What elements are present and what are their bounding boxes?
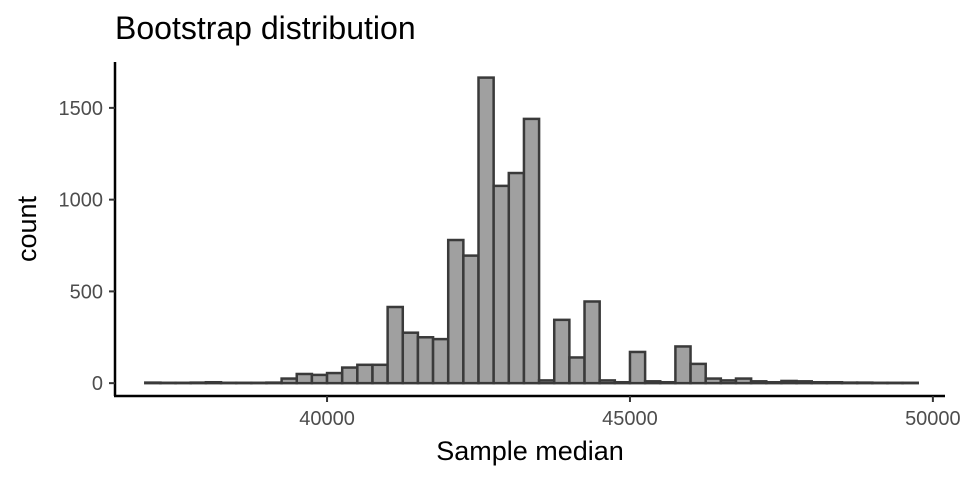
histogram-bar [507,171,526,385]
histogram-bar [855,381,874,385]
histogram-bar [795,380,813,385]
histogram-bar [643,380,662,385]
y-tick-label: 1000 [59,190,104,212]
histogram-bar [280,377,299,385]
histogram-bar [462,254,480,385]
histogram-bar [431,337,450,385]
histogram-bar [598,379,617,385]
histogram-bar [568,356,586,385]
histogram-bar [583,300,601,385]
histogram-bar [477,76,495,385]
histogram-bar [780,379,798,385]
histogram-bar [537,379,556,385]
histogram-bar [144,381,162,385]
histogram-bar [386,305,405,385]
y-axis-title: count [12,195,42,262]
histogram-bar [689,362,707,385]
histogram-bar [674,345,692,385]
histogram-bar [628,350,647,385]
histogram-bar [749,380,768,385]
histogram-bar [613,380,632,385]
histogram-bar [704,377,723,385]
histogram-bar [340,366,359,385]
histogram-bar [416,336,435,385]
x-tick-label: 50000 [905,408,960,430]
histogram-bar [295,372,314,385]
x-axis-title: Sample median [436,436,624,466]
histogram-bar [734,377,753,385]
histogram-bar [265,381,283,385]
histogram-bar [492,184,511,385]
histogram-bar [810,380,829,385]
histogram-bar [840,381,859,385]
histogram-bar [765,380,783,385]
histogram-bar [371,363,389,385]
histogram-bar [552,318,571,385]
histogram-bar [204,380,223,385]
histogram-bar [189,381,208,385]
x-axis-ticks: 40000 45000 50000 [299,396,960,430]
histogram-bar [446,238,465,385]
histogram-bar [401,331,420,385]
histogram-bar [522,117,541,385]
y-tick-label: 500 [70,281,103,303]
bars-group [144,76,919,385]
histogram-bar [310,373,329,385]
chart-title: Bootstrap distribution [115,10,416,46]
histogram-bar [325,371,344,385]
y-tick-label: 0 [92,373,103,395]
y-axis-ticks: 0 500 1000 1500 [59,98,115,395]
histogram-bar [659,380,677,385]
histogram-bar [825,380,844,385]
histogram-bar [356,363,374,385]
histogram-bar [719,379,738,385]
y-tick-label: 1500 [59,98,104,120]
x-tick-label: 40000 [299,408,355,430]
x-tick-label: 45000 [602,408,658,430]
